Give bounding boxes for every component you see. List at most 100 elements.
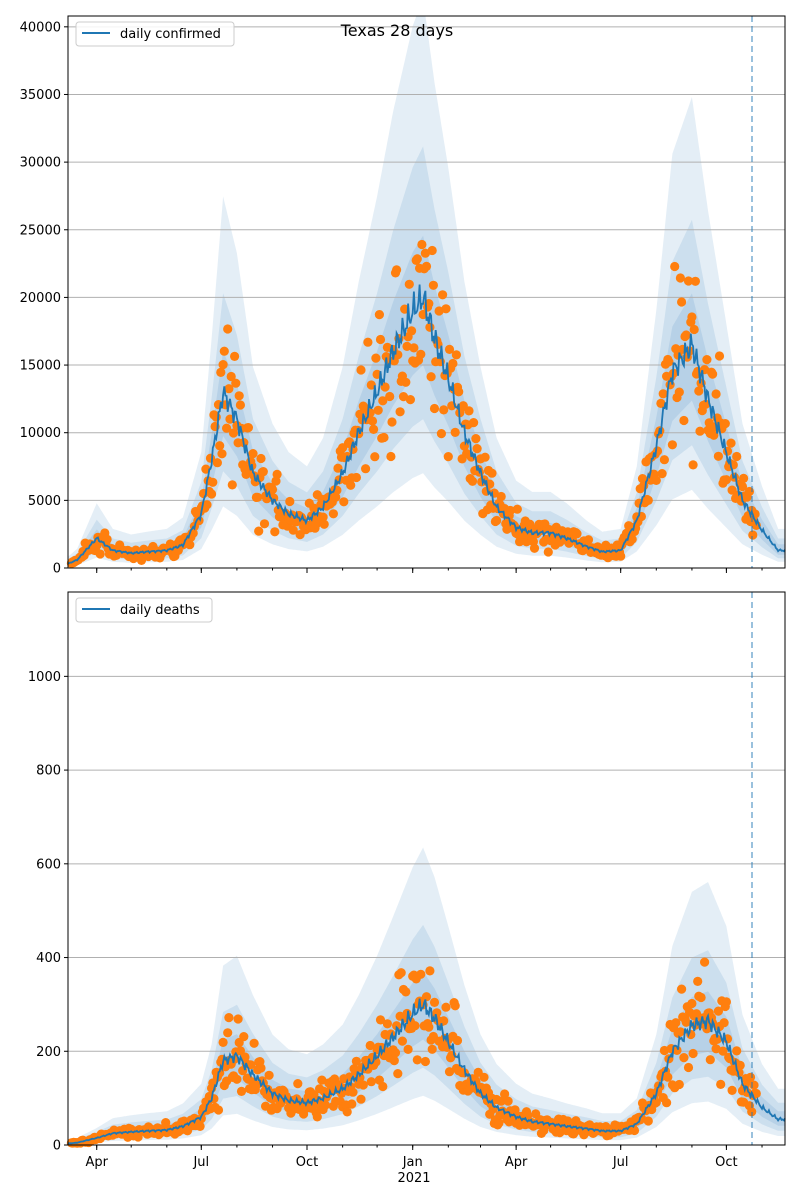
- observed-point: [713, 451, 724, 461]
- observed-point: [732, 451, 742, 462]
- observed-point: [320, 1100, 330, 1110]
- observed-point: [95, 549, 105, 559]
- observed-point: [627, 534, 637, 544]
- observed-point: [687, 998, 697, 1009]
- observed-point: [451, 350, 461, 360]
- observed-point: [409, 343, 419, 353]
- observed-point: [464, 406, 474, 416]
- observed-point: [714, 351, 725, 361]
- confirmed-axes-frame: [67, 15, 786, 569]
- observed-point: [389, 1056, 399, 1066]
- observed-point: [671, 1018, 681, 1028]
- observed-point: [425, 322, 435, 332]
- observed-point: [672, 1045, 682, 1055]
- y-tick-label: 25000: [20, 223, 61, 238]
- observed-point: [492, 515, 502, 526]
- observed-point: [688, 1048, 698, 1059]
- observed-point: [659, 455, 670, 465]
- observed-point: [735, 1060, 745, 1070]
- observed-point: [416, 349, 426, 359]
- observed-point: [208, 477, 218, 487]
- y-tick-label: 30000: [20, 156, 61, 171]
- observed-point: [239, 1032, 249, 1042]
- y-tick-label: 10000: [20, 426, 61, 441]
- observed-point: [224, 384, 234, 394]
- observed-point: [675, 273, 686, 283]
- observed-point: [288, 525, 298, 535]
- confirmed-model-line: [67, 284, 786, 565]
- observed-point: [689, 324, 699, 335]
- observed-point: [663, 1072, 673, 1082]
- observed-point: [700, 957, 710, 967]
- observed-point: [319, 519, 329, 529]
- observed-point: [643, 1116, 653, 1126]
- observed-point: [662, 1098, 672, 1108]
- observed-point: [361, 464, 371, 474]
- observed-point: [739, 473, 749, 483]
- observed-point: [425, 966, 435, 976]
- observed-point: [443, 452, 453, 462]
- observed-point: [339, 497, 349, 507]
- observed-point: [236, 1086, 247, 1096]
- deaths-legend: daily deaths: [75, 597, 213, 623]
- observed-point: [424, 1022, 434, 1032]
- observed-point: [351, 472, 361, 483]
- observed-point: [218, 360, 228, 370]
- observed-point: [716, 1079, 726, 1089]
- observed-point: [347, 1099, 357, 1109]
- observed-point: [202, 500, 212, 510]
- observed-point: [679, 1053, 689, 1063]
- observed-point: [226, 371, 236, 382]
- observed-point: [231, 378, 241, 388]
- observed-point: [223, 324, 233, 334]
- observed-point: [405, 395, 415, 405]
- observed-point: [695, 426, 705, 436]
- observed-point: [702, 355, 712, 365]
- confirmed-legend: daily confirmed: [75, 21, 235, 47]
- observed-point: [718, 1046, 728, 1056]
- observed-point: [441, 304, 451, 314]
- observed-point: [651, 475, 661, 485]
- observed-point: [328, 509, 338, 519]
- confirmed-y-ticks: 0 5000 10000 15000 20000 25000 30000 35000 40000: [20, 20, 68, 577]
- observed-point: [185, 540, 195, 550]
- observed-point: [472, 444, 482, 454]
- observed-point: [439, 405, 449, 415]
- observed-point: [235, 400, 245, 410]
- observed-point: [348, 1087, 358, 1097]
- observed-point: [720, 419, 730, 429]
- observed-point: [438, 290, 448, 300]
- observed-point: [670, 261, 680, 272]
- observed-point: [426, 372, 436, 382]
- observed-point: [363, 337, 373, 347]
- observed-point: [480, 452, 490, 462]
- observed-point: [687, 312, 697, 322]
- observed-point: [194, 516, 204, 526]
- deaths-legend-label: daily deaths: [120, 603, 200, 618]
- x-tick-label: Jul: [192, 1155, 209, 1170]
- observed-point: [366, 380, 376, 390]
- observed-point: [694, 386, 704, 396]
- observed-point: [375, 334, 386, 345]
- observed-point: [417, 239, 427, 250]
- observed-point: [230, 351, 240, 361]
- observed-point: [223, 1028, 233, 1038]
- observed-point: [410, 1021, 420, 1031]
- observed-point: [428, 280, 438, 290]
- observed-point: [264, 1070, 274, 1080]
- observed-point: [293, 1079, 303, 1089]
- observed-point: [494, 1118, 504, 1128]
- observed-point: [401, 987, 411, 997]
- observed-point: [216, 367, 226, 377]
- observed-point: [371, 353, 381, 363]
- confirmed-uncertainty-bands: [68, 16, 785, 567]
- observed-point: [397, 1036, 407, 1046]
- deaths-model-line: [67, 998, 786, 1145]
- observed-point: [469, 418, 479, 428]
- observed-point: [450, 427, 460, 437]
- observed-point: [378, 396, 388, 406]
- observed-point: [496, 1096, 506, 1106]
- observed-point: [248, 449, 258, 459]
- y-tick-label: 0: [53, 562, 61, 577]
